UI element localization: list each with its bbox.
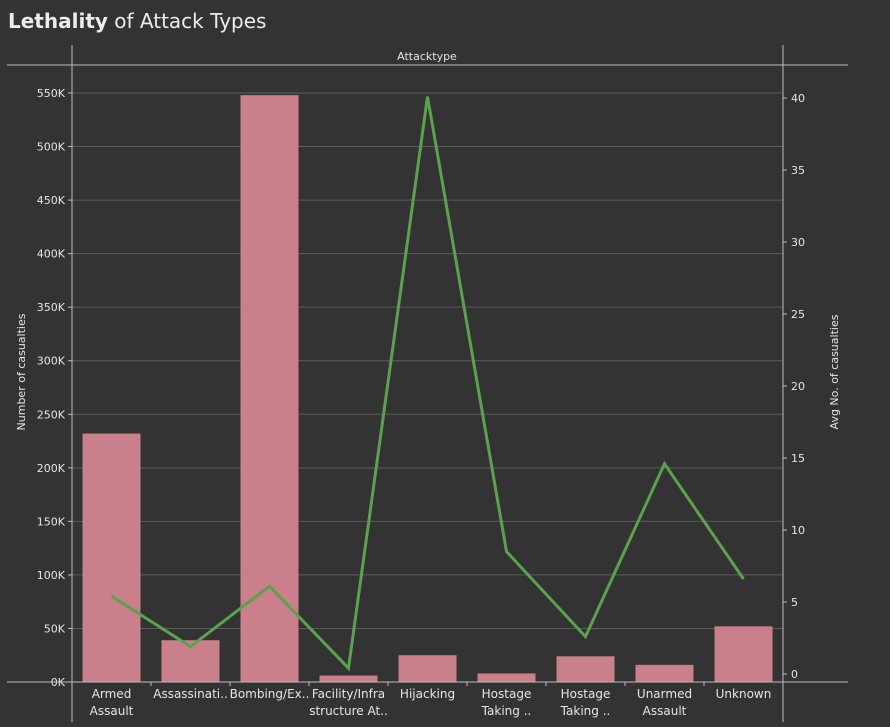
x-tick-label: Hostage [482, 687, 532, 701]
y-tick-label: 400K [37, 248, 66, 261]
bar [477, 673, 536, 682]
y-tick-label: 100K [37, 569, 66, 582]
chart-title: Lethality of Attack Types [8, 9, 266, 33]
y-tick-label: 350K [37, 301, 66, 314]
avg-casualties-line [110, 96, 745, 672]
column-header: Attacktype [397, 50, 457, 63]
y-axis-label: Number of casualties [15, 313, 28, 430]
y2-ticks: 0 5 10 15 20 25 30 35 40 [783, 92, 805, 681]
y2-tick-label: 15 [791, 452, 805, 465]
x-tick-label: Facility/Infra [312, 687, 385, 701]
y2-tick-label: 30 [791, 236, 805, 249]
gridlines [72, 92, 783, 629]
bar [635, 664, 694, 682]
y-tick-label: 250K [37, 408, 66, 421]
y2-tick-label: 10 [791, 524, 805, 537]
y2-axis-label: Avg No. of casualties [828, 314, 841, 429]
bar [240, 95, 299, 682]
x-tick-label: Hijacking [400, 687, 455, 701]
bar [319, 675, 378, 682]
line-series [110, 96, 745, 672]
bars [82, 95, 773, 682]
y-tick-label: 200K [37, 462, 66, 475]
y2-tick-label: 5 [791, 596, 798, 609]
y2-tick-label: 40 [791, 92, 805, 105]
chart-title-rest: of Attack Types [114, 9, 267, 33]
y-tick-label: 500K [37, 141, 66, 154]
bar [398, 655, 457, 682]
y2-tick-label: 0 [791, 668, 798, 681]
x-tick-label: Unknown [716, 687, 772, 701]
x-tick-label: structure At.. [309, 704, 388, 718]
bar [556, 656, 615, 682]
y-tick-label: 150K [37, 515, 66, 528]
bar [714, 626, 773, 682]
x-tick-label: Hostage [561, 687, 611, 701]
y-tick-label: 300K [37, 355, 66, 368]
x-tick-label: Armed [92, 687, 132, 701]
x-labels: Armed Assault Assassinati.. Bombing/Ex.. Fac… [71, 682, 772, 718]
chart-title-bold: Lethality [8, 9, 108, 33]
y-ticks: 0K50K100K150K200K250K300K350K400K450K500… [37, 87, 72, 689]
x-tick-label: Assassinati.. [153, 687, 228, 701]
x-tick-label: Unarmed [637, 687, 692, 701]
bar [82, 433, 141, 682]
x-tick-label: Assault [643, 704, 687, 718]
y-tick-label: 550K [37, 87, 66, 100]
y-tick-label: 450K [37, 194, 66, 207]
x-tick-label: Assault [90, 704, 134, 718]
x-tick-label: Taking .. [560, 704, 611, 718]
x-tick-label: Bombing/Ex.. [230, 687, 310, 701]
y2-tick-label: 20 [791, 380, 805, 393]
x-tick-label: Taking .. [481, 704, 532, 718]
y-tick-label: 50K [44, 622, 66, 635]
y2-tick-label: 35 [791, 164, 805, 177]
y2-tick-label: 25 [791, 308, 805, 321]
